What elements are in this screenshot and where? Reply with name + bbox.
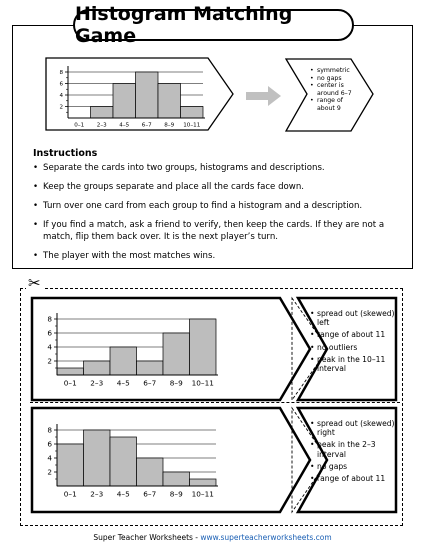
example-histogram-card: 8 6 4 2 0–1 2–3 4–5 6–7 8–9 10–11 — [45, 57, 234, 131]
example-histogram-x-tick-label: 4–5 — [119, 123, 129, 129]
card-2-histogram-x-tick-label: 6–7 — [143, 489, 156, 498]
card-2-description-item: • no gaps — [310, 461, 348, 471]
example-histogram-x-tick-label: 10–11 — [183, 123, 200, 129]
example-description-item: • no gaps — [310, 74, 342, 82]
card-1-histogram-y-tick-label: 6 — [47, 329, 52, 338]
footer: Super Teacher Worksheets - www.superteac… — [0, 533, 425, 542]
instruction-item: • If you find a match, ask a friend to ve… — [33, 220, 385, 242]
example-description-item: • range of about 9 — [310, 97, 343, 112]
card-2-histogram-y-tick-label: 8 — [47, 426, 52, 435]
card-1-histogram-x-tick-label: 0–1 — [64, 378, 77, 387]
example-histogram-y-tick-label: 6 — [59, 81, 63, 87]
card-2-description-item: • range of about 11 — [310, 474, 386, 484]
instruction-item: • Turn over one card from each group to f… — [33, 201, 363, 211]
card-2-histogram-x-tick-label: 4–5 — [117, 489, 130, 498]
card-2-histogram-bar — [136, 457, 164, 487]
card-2-description-list: • spread out (skewed) right • peak in the … — [310, 419, 395, 483]
example-histogram-bar — [180, 106, 204, 119]
card-1-histogram-bar — [162, 332, 190, 376]
footer-text: Super Teacher Worksheets - — [93, 533, 201, 542]
gray-arrow-icon — [246, 86, 281, 106]
instructions-heading: Instructions — [33, 148, 98, 159]
instruction-item: • Keep the groups separate and place all … — [33, 182, 304, 192]
instruction-item: • Separate the cards into two groups, his… — [33, 163, 325, 173]
card-1-pieces: 8 6 4 2 0–1 2–3 4–5 6–7 8–9 10–11 — [30, 296, 398, 402]
card-2-histogram-x-tick-label: 2–3 — [90, 489, 103, 498]
example-histogram-x-tick-label: 6–7 — [142, 123, 152, 129]
card-2-histogram-bar — [109, 436, 137, 487]
footer-link[interactable]: www.superteacherworksheets.com — [200, 533, 332, 542]
card-1-description-item: • range of about 11 — [310, 330, 386, 340]
card-2-histogram-x-tick-label: 10–11 — [192, 489, 214, 498]
instructions-list: • Separate the cards into two groups, his… — [33, 162, 403, 269]
cut-out-area — [20, 288, 403, 526]
card-1-histogram-bar — [83, 360, 111, 376]
example-histogram-bar — [157, 83, 181, 119]
example-description-list: • symmetric • no gaps • center is around 6–… — [310, 67, 358, 113]
card-2-histogram-bar — [162, 471, 190, 487]
card-1-histogram: 8 6 4 2 0–1 2–3 4–5 6–7 8–9 10–11 — [47, 313, 218, 387]
card-2-histogram-x-tick-label: 0–1 — [64, 489, 77, 498]
example-histogram-x-tick-label: 0–1 — [74, 123, 84, 129]
scissors-icon: ✂ — [26, 274, 43, 292]
card-1-histogram-x-tick-label: 4–5 — [117, 378, 130, 387]
example-description-item: • center is around 6–7 — [310, 82, 352, 97]
example-histogram-bar — [90, 106, 114, 119]
example-histogram-y-tick-label: 4 — [59, 93, 63, 99]
card-1-histogram-bar — [109, 346, 137, 376]
card-1-histogram-y-tick-label: 8 — [47, 315, 52, 324]
card-1-histogram-x-tick-label: 10–11 — [192, 378, 214, 387]
example-histogram-bar — [135, 71, 159, 119]
card-2-histogram-y-tick-label: 2 — [47, 468, 52, 477]
example-description-item: • symmetric — [310, 67, 350, 74]
card-1-description-item: • peak in the 10–11 interval — [310, 354, 386, 374]
example-histogram-y-tick-label: 8 — [59, 70, 63, 76]
example-histogram-x-tick-label: 2–3 — [97, 123, 107, 129]
page-title: Histogram Matching Game — [73, 3, 354, 47]
example-description-card-shape — [285, 58, 374, 132]
card-1-description-item: • spread out (skewed) left — [310, 309, 395, 328]
card-1-histogram-y-tick-label: 4 — [47, 343, 52, 352]
card-2-histogram-y-tick-label: 4 — [47, 454, 52, 463]
card-divider — [30, 402, 400, 403]
example-histogram-y-tick-label: 2 — [59, 104, 63, 110]
card-1-description-item: • no outliers — [310, 342, 358, 352]
card-2-pieces: 8 6 4 2 0–1 2–3 4–5 6–7 8–9 10–11 — [30, 406, 398, 514]
instruction-item: • The player with the most matches wins. — [33, 251, 216, 261]
example-histogram: 8 6 4 2 0–1 2–3 4–5 6–7 8–9 10–11 — [59, 66, 205, 129]
card-2-histogram-bar — [189, 478, 217, 487]
card-1-histogram-bar — [189, 318, 217, 376]
card-1-histogram-x-tick-label: 8–9 — [170, 378, 183, 387]
card-2-histogram-y-tick-label: 6 — [47, 440, 52, 449]
card-1-histogram-bar — [136, 360, 164, 376]
card-1-histogram-x-tick-label: 2–3 — [90, 378, 103, 387]
card-2-description-item: • peak in the 2–3 interval — [310, 440, 376, 459]
card-1-histogram-x-tick-label: 6–7 — [143, 378, 156, 387]
card-2-description-item: • spread out (skewed) right — [310, 419, 395, 438]
card-1-description-list: • spread out (skewed) left • range of abou… — [310, 309, 395, 373]
card-1-histogram-y-tick-label: 2 — [47, 357, 52, 366]
card-2-histogram-bar — [83, 429, 111, 487]
card-2-histogram: 8 6 4 2 0–1 2–3 4–5 6–7 8–9 10–11 — [47, 424, 218, 498]
card-1-histogram-bar — [56, 367, 84, 376]
example-histogram-x-tick-label: 8–9 — [164, 123, 174, 129]
card-2-histogram-bar — [56, 443, 84, 487]
example-histogram-bar — [112, 83, 136, 119]
card-2-histogram-x-tick-label: 8–9 — [170, 489, 183, 498]
